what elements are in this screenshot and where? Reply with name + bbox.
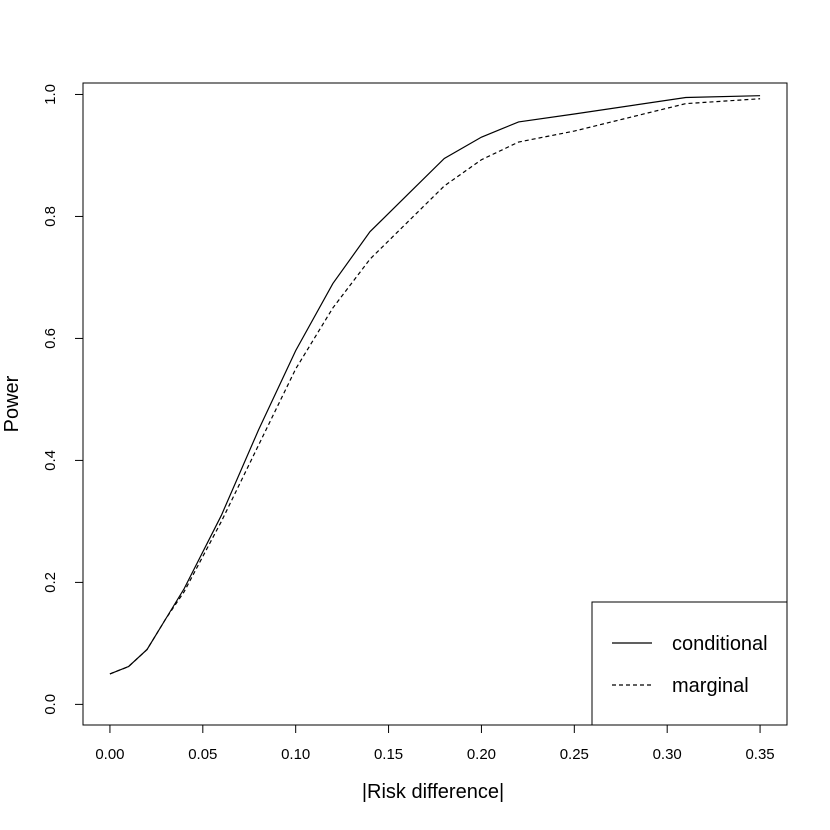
x-tick-label: 0.15 bbox=[374, 746, 403, 763]
x-tick-label: 0.05 bbox=[188, 746, 217, 763]
series-line-conditional bbox=[109, 95, 761, 675]
y-tick-label: 0.4 bbox=[42, 450, 59, 471]
legend: conditional marginal bbox=[591, 601, 788, 726]
legend-label-marginal: marginal bbox=[672, 675, 749, 697]
y-tick-label: 1.0 bbox=[42, 84, 59, 105]
x-axis-title: |Risk difference| bbox=[362, 781, 504, 803]
series-line-marginal bbox=[109, 98, 761, 675]
x-tick-label: 0.35 bbox=[745, 746, 774, 763]
y-tick-label: 0.0 bbox=[42, 694, 59, 715]
x-tick-label: 0.30 bbox=[653, 746, 682, 763]
legend-label-conditional: conditional bbox=[672, 633, 768, 655]
x-tick-label: 0.10 bbox=[281, 746, 310, 763]
y-tick-label: 0.2 bbox=[42, 572, 59, 593]
x-tick-label: 0.00 bbox=[95, 746, 124, 763]
y-axis: 0.0 0.2 0.4 0.6 0.8 1.0 bbox=[42, 84, 84, 715]
series-layer bbox=[109, 95, 761, 675]
y-tick-label: 0.8 bbox=[42, 206, 59, 227]
x-tick-label: 0.25 bbox=[560, 746, 589, 763]
y-axis-title: Power bbox=[1, 375, 23, 432]
x-tick-label: 0.20 bbox=[467, 746, 496, 763]
legend-box bbox=[591, 601, 788, 726]
y-tick-label: 0.6 bbox=[42, 328, 59, 349]
